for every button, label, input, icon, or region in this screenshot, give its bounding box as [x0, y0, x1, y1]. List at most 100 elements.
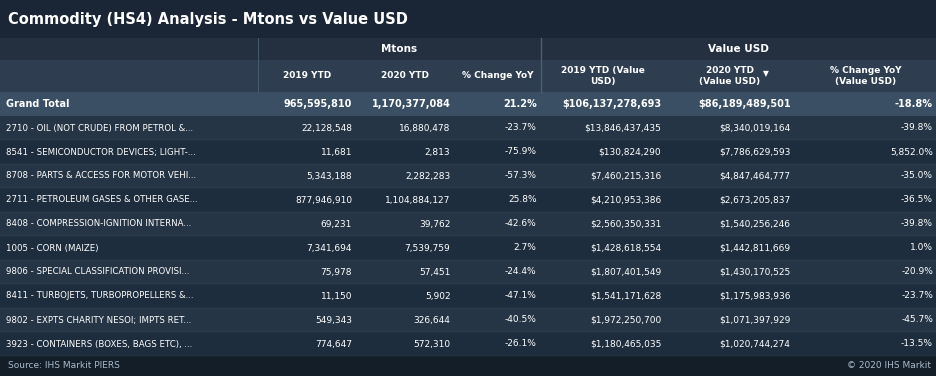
Text: 39,762: 39,762 [418, 220, 450, 229]
Bar [0, 140, 936, 164]
Text: 57,451: 57,451 [418, 267, 450, 276]
Text: 11,681: 11,681 [320, 147, 352, 156]
Text: $1,972,250,700: $1,972,250,700 [590, 315, 661, 324]
Text: 7,539,759: 7,539,759 [404, 244, 450, 253]
Text: 75,978: 75,978 [320, 267, 352, 276]
Text: $8,340,019,164: $8,340,019,164 [719, 123, 790, 132]
Text: $1,180,465,035: $1,180,465,035 [590, 340, 661, 349]
Text: -24.4%: -24.4% [505, 267, 536, 276]
Bar [0, 92, 936, 116]
Text: 1,170,377,084: 1,170,377,084 [372, 99, 450, 109]
Text: 7,341,694: 7,341,694 [306, 244, 352, 253]
Text: $1,807,401,549: $1,807,401,549 [590, 267, 661, 276]
Text: $106,137,278,693: $106,137,278,693 [562, 99, 661, 109]
Text: 9802 - EXPTS CHARITY NESOI; IMPTS RET...: 9802 - EXPTS CHARITY NESOI; IMPTS RET... [6, 315, 191, 324]
Text: 2019 YTD: 2019 YTD [283, 71, 330, 80]
Text: $2,560,350,331: $2,560,350,331 [590, 220, 661, 229]
Bar [0, 60, 936, 92]
Text: 2020 YTD: 2020 YTD [381, 71, 429, 80]
Text: $7,460,215,316: $7,460,215,316 [590, 171, 661, 180]
Bar [0, 284, 936, 308]
Text: -39.8%: -39.8% [900, 123, 932, 132]
Text: 2019 YTD (Value
USD): 2019 YTD (Value USD) [561, 66, 644, 86]
Text: -18.8%: -18.8% [894, 99, 932, 109]
Text: -40.5%: -40.5% [505, 315, 536, 324]
Text: 16,880,478: 16,880,478 [399, 123, 450, 132]
Text: 2710 - OIL (NOT CRUDE) FROM PETROL &...: 2710 - OIL (NOT CRUDE) FROM PETROL &... [6, 123, 193, 132]
Text: 8541 - SEMICONDUCTOR DEVICES; LIGHT-...: 8541 - SEMICONDUCTOR DEVICES; LIGHT-... [6, 147, 196, 156]
Text: 2,813: 2,813 [424, 147, 450, 156]
Text: 2711 - PETROLEUM GASES & OTHER GASE...: 2711 - PETROLEUM GASES & OTHER GASE... [6, 196, 197, 205]
Bar [0, 116, 936, 140]
Text: 22,128,548: 22,128,548 [300, 123, 352, 132]
Text: % Change YoY: % Change YoY [461, 71, 533, 80]
Text: Value USD: Value USD [708, 44, 768, 54]
Text: -13.5%: -13.5% [900, 340, 932, 349]
Bar [0, 260, 936, 284]
Text: $7,786,629,593: $7,786,629,593 [719, 147, 790, 156]
Text: -20.9%: -20.9% [900, 267, 932, 276]
Text: 11,150: 11,150 [320, 291, 352, 300]
Text: -57.3%: -57.3% [505, 171, 536, 180]
Bar [0, 0, 936, 38]
Text: 3923 - CONTAINERS (BOXES, BAGS ETC), ...: 3923 - CONTAINERS (BOXES, BAGS ETC), ... [6, 340, 192, 349]
Text: % Change YoY
(Value USD): % Change YoY (Value USD) [829, 66, 900, 86]
Text: $86,189,489,501: $86,189,489,501 [697, 99, 790, 109]
Text: -23.7%: -23.7% [505, 123, 536, 132]
Text: 5,343,188: 5,343,188 [306, 171, 352, 180]
Text: -47.1%: -47.1% [505, 291, 536, 300]
Text: $130,824,290: $130,824,290 [598, 147, 661, 156]
Text: $1,428,618,554: $1,428,618,554 [590, 244, 661, 253]
Text: 774,647: 774,647 [314, 340, 352, 349]
Text: -26.1%: -26.1% [505, 340, 536, 349]
Text: 8411 - TURBOJETS, TURBOPROPELLERS &...: 8411 - TURBOJETS, TURBOPROPELLERS &... [6, 291, 194, 300]
Text: ▼: ▼ [763, 70, 768, 79]
Text: 572,310: 572,310 [413, 340, 450, 349]
Bar [0, 188, 936, 212]
Text: $2,673,205,837: $2,673,205,837 [719, 196, 790, 205]
Bar [0, 38, 936, 60]
Text: 8408 - COMPRESSION-IGNITION INTERNA...: 8408 - COMPRESSION-IGNITION INTERNA... [6, 220, 191, 229]
Text: 1.0%: 1.0% [909, 244, 932, 253]
Bar [0, 356, 936, 376]
Text: $1,430,170,525: $1,430,170,525 [719, 267, 790, 276]
Bar [0, 332, 936, 356]
Text: $13,846,437,435: $13,846,437,435 [584, 123, 661, 132]
Text: 1,104,884,127: 1,104,884,127 [385, 196, 450, 205]
Text: $1,071,397,929: $1,071,397,929 [719, 315, 790, 324]
Text: -42.6%: -42.6% [505, 220, 536, 229]
Text: 5,852.0%: 5,852.0% [889, 147, 932, 156]
Text: 2020 YTD
(Value USD): 2020 YTD (Value USD) [698, 66, 760, 86]
Text: Mtons: Mtons [381, 44, 417, 54]
Text: 5,902: 5,902 [424, 291, 450, 300]
Text: © 2020 IHS Markit: © 2020 IHS Markit [846, 361, 930, 370]
Text: -75.9%: -75.9% [505, 147, 536, 156]
Text: 25.8%: 25.8% [507, 196, 536, 205]
Text: 549,343: 549,343 [314, 315, 352, 324]
Text: -23.7%: -23.7% [900, 291, 932, 300]
Text: Source: IHS Markit PIERS: Source: IHS Markit PIERS [8, 361, 120, 370]
Text: -45.7%: -45.7% [900, 315, 932, 324]
Text: 2.7%: 2.7% [513, 244, 536, 253]
Text: $4,847,464,777: $4,847,464,777 [719, 171, 790, 180]
Text: 69,231: 69,231 [320, 220, 352, 229]
Text: -39.8%: -39.8% [900, 220, 932, 229]
Text: 877,946,910: 877,946,910 [295, 196, 352, 205]
Bar [0, 164, 936, 188]
Text: -35.0%: -35.0% [900, 171, 932, 180]
Text: 21.2%: 21.2% [503, 99, 536, 109]
Text: Commodity (HS4) Analysis - Mtons vs Value USD: Commodity (HS4) Analysis - Mtons vs Valu… [8, 12, 407, 27]
Text: Grand Total: Grand Total [6, 99, 69, 109]
Text: 2,282,283: 2,282,283 [404, 171, 450, 180]
Text: 9806 - SPECIAL CLASSIFICATION PROVISI...: 9806 - SPECIAL CLASSIFICATION PROVISI... [6, 267, 189, 276]
Text: 326,644: 326,644 [413, 315, 450, 324]
Text: 8708 - PARTS & ACCESS FOR MOTOR VEHI...: 8708 - PARTS & ACCESS FOR MOTOR VEHI... [6, 171, 196, 180]
Text: $1,540,256,246: $1,540,256,246 [719, 220, 790, 229]
Text: 965,595,810: 965,595,810 [284, 99, 352, 109]
Text: 1005 - CORN (MAIZE): 1005 - CORN (MAIZE) [6, 244, 98, 253]
Bar [0, 212, 936, 236]
Bar [0, 308, 936, 332]
Text: $1,020,744,274: $1,020,744,274 [719, 340, 790, 349]
Bar [0, 236, 936, 260]
Text: $4,210,953,386: $4,210,953,386 [590, 196, 661, 205]
